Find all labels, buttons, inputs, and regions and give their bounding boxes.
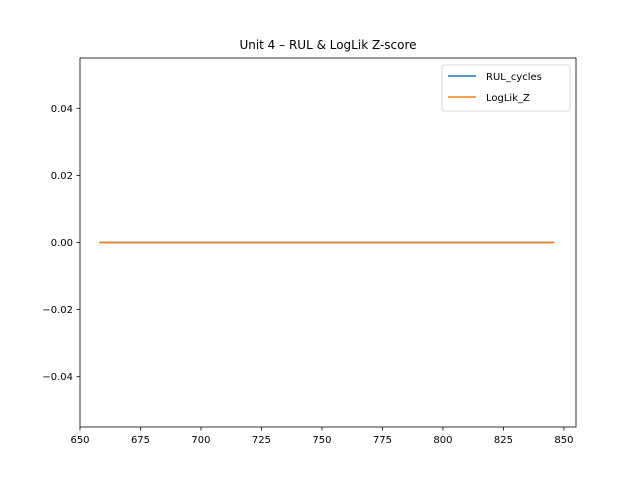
y-tick-label: 0.02 [51, 171, 73, 182]
x-tick-label: 650 [70, 435, 89, 446]
y-tick-label: 0.00 [51, 238, 73, 249]
x-tick-label: 725 [252, 435, 271, 446]
chart-title: Unit 4 – RUL & LogLik Z-score [239, 38, 416, 52]
x-tick-label: 850 [554, 435, 573, 446]
legend-label: LogLik_Z [486, 93, 530, 104]
legend-label: RUL_cycles [486, 72, 542, 83]
x-axis: 650 675 700 725 750 775 800 825 850 [70, 427, 573, 446]
y-axis: −0.04 −0.02 0.00 0.02 0.04 [42, 104, 80, 383]
y-tick-label: −0.04 [42, 372, 73, 383]
x-tick-label: 775 [373, 435, 392, 446]
legend: RUL_cycles LogLik_Z [441, 64, 571, 112]
x-tick-label: 750 [312, 435, 331, 446]
x-tick-label: 800 [433, 435, 452, 446]
x-tick-label: 675 [131, 435, 150, 446]
x-tick-label: 700 [191, 435, 210, 446]
y-tick-label: 0.04 [51, 104, 73, 115]
x-tick-label: 825 [494, 435, 513, 446]
y-tick-label: −0.02 [42, 305, 73, 316]
